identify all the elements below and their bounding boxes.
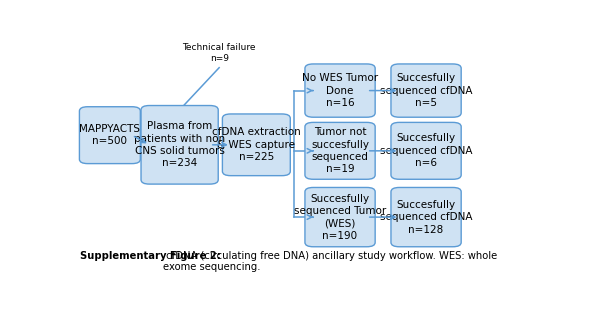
Text: cfDNA extraction
& WES capture
n=225: cfDNA extraction & WES capture n=225 [212, 127, 301, 162]
Text: Tumor not
succesfully
sequenced
n=19: Tumor not succesfully sequenced n=19 [311, 127, 369, 174]
FancyBboxPatch shape [305, 122, 375, 179]
FancyBboxPatch shape [223, 114, 290, 176]
Text: Succesfully
sequenced cfDNA
n=5: Succesfully sequenced cfDNA n=5 [380, 73, 472, 108]
Text: Technical failure
n=9: Technical failure n=9 [182, 44, 256, 63]
FancyBboxPatch shape [305, 187, 375, 247]
Text: Succesfully
sequenced cfDNA
n=128: Succesfully sequenced cfDNA n=128 [380, 200, 472, 234]
Text: MAPPYACTS
n=500: MAPPYACTS n=500 [79, 124, 140, 146]
FancyBboxPatch shape [79, 107, 140, 164]
Text: Succesfully
sequenced cfDNA
n=6: Succesfully sequenced cfDNA n=6 [380, 133, 472, 168]
FancyBboxPatch shape [391, 122, 461, 179]
Text: cfDNA (circulating free DNA) ancillary study workflow. WES: whole
exome sequenci: cfDNA (circulating free DNA) ancillary s… [163, 251, 497, 272]
FancyBboxPatch shape [391, 64, 461, 117]
FancyBboxPatch shape [391, 187, 461, 247]
FancyBboxPatch shape [305, 64, 375, 117]
Text: Succesfully
sequenced Tumor
(WES)
n=190: Succesfully sequenced Tumor (WES) n=190 [294, 193, 386, 241]
Text: No WES Tumor
Done
n=16: No WES Tumor Done n=16 [302, 73, 378, 108]
Text: Supplementary Figure 2:: Supplementary Figure 2: [80, 251, 221, 261]
FancyBboxPatch shape [141, 105, 218, 184]
Text: Plasma from
patients with non
CNS solid tumors
n=234: Plasma from patients with non CNS solid … [134, 121, 225, 168]
